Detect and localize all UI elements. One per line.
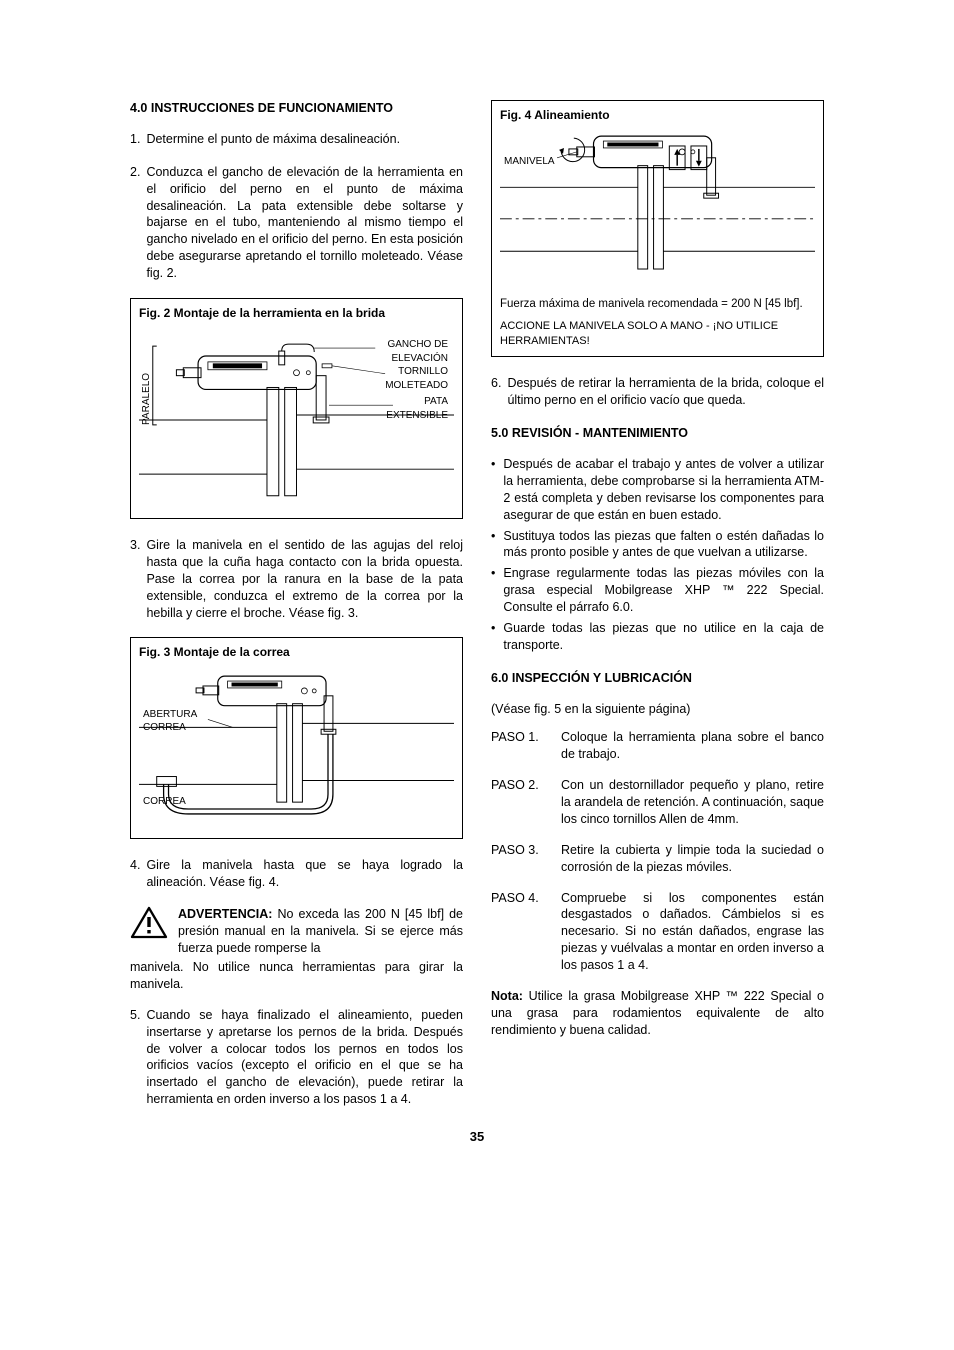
warning-block: ADVERTENCIA: No exceda las 200 N [45 lbf… bbox=[130, 906, 463, 992]
warning-icon bbox=[130, 906, 168, 957]
label-correa: CORREA bbox=[143, 795, 186, 809]
figure-2-box: Fig. 2 Montaje de la herramienta en la b… bbox=[130, 298, 463, 519]
warning-label: ADVERTENCIA: bbox=[178, 907, 272, 921]
step-label: PASO 3. bbox=[491, 842, 551, 876]
item-number: 5. bbox=[130, 1007, 140, 1108]
item-text: Determine el punto de máxima desalineaci… bbox=[146, 131, 400, 148]
section-4-title: 4.0 INSTRUCCIONES DE FUNCIONAMIENTO bbox=[130, 100, 463, 117]
see-fig-5: (Véase fig. 5 en la siguiente página) bbox=[491, 701, 824, 718]
page-number: 35 bbox=[130, 1128, 824, 1146]
bullet-item: •Sustituya todos las piezas que falten o… bbox=[491, 528, 824, 562]
bullet-item: •Engrase regularmente todas las piezas m… bbox=[491, 565, 824, 616]
section-6-steps: PASO 1. Coloque la herramienta plana sob… bbox=[491, 729, 824, 974]
item-number: 1. bbox=[130, 131, 140, 148]
bullet-icon: • bbox=[491, 456, 495, 524]
bullet-icon: • bbox=[491, 565, 495, 616]
step-row: PASO 1. Coloque la herramienta plana sob… bbox=[491, 729, 824, 763]
right-column: Fig. 4 Alineamiento bbox=[491, 100, 824, 1124]
bullet-text: Después de acabar el trabajo y antes de … bbox=[503, 456, 824, 524]
bullet-text: Guarde todas las piezas que no utilice e… bbox=[503, 620, 824, 654]
step-text: Retire la cubierta y limpie toda la suci… bbox=[561, 842, 824, 876]
figure-3-title: Fig. 3 Montaje de la correa bbox=[139, 644, 454, 660]
bullet-item: •Guarde todas las piezas que no utilice … bbox=[491, 620, 824, 654]
label-tornillo: TORNILLO MOLETEADO bbox=[368, 365, 448, 392]
figure-2-title: Fig. 2 Montaje de la herramienta en la b… bbox=[139, 305, 454, 321]
section-4-list: 1. Determine el punto de máxima desaline… bbox=[130, 131, 463, 282]
bullet-item: •Después de acabar el trabajo y antes de… bbox=[491, 456, 824, 524]
figure-4-caption-force: Fuerza máxima de manivela recomendada = … bbox=[500, 297, 815, 313]
note-label: Nota: bbox=[491, 989, 523, 1003]
step-label: PASO 1. bbox=[491, 729, 551, 763]
note-text: Utilice la grasa Mobilgrease XHP ™ 222 S… bbox=[491, 989, 824, 1037]
label-gancho: GANCHO DE ELEVACIÓN bbox=[368, 338, 448, 365]
step-text: Con un destornillador pequeño y plano, r… bbox=[561, 777, 824, 828]
step-row: PASO 2. Con un destornillador pequeño y … bbox=[491, 777, 824, 828]
bullet-text: Sustituya todos las piezas que falten o … bbox=[503, 528, 824, 562]
figure-4-diagram bbox=[500, 127, 815, 287]
section-4-list-cont: 3. Gire la manivela en el sentido de las… bbox=[130, 537, 463, 621]
item-text: Después de retirar la herramienta de la … bbox=[507, 375, 824, 409]
bullet-icon: • bbox=[491, 528, 495, 562]
warning-text-rest: manivela. No utilice nunca herramientas … bbox=[130, 959, 463, 993]
bullet-icon: • bbox=[491, 620, 495, 654]
bullet-text: Engrase regularmente todas las piezas mó… bbox=[503, 565, 824, 616]
section-4-list-cont3: 5. Cuando se haya finalizado el alineami… bbox=[130, 1007, 463, 1108]
figure-3-box: Fig. 3 Montaje de la correa bbox=[130, 637, 463, 838]
step-row: PASO 3. Retire la cubierta y limpie toda… bbox=[491, 842, 824, 876]
item-6-list: 6. Después de retirar la herramienta de … bbox=[491, 375, 824, 409]
warning-text-first: ADVERTENCIA: No exceda las 200 N [45 lbf… bbox=[178, 906, 463, 957]
step-row: PASO 4. Compruebe si los componentes est… bbox=[491, 890, 824, 974]
item-number: 2. bbox=[130, 164, 140, 282]
item-number: 4. bbox=[130, 857, 140, 891]
note-block: Nota: Utilice la grasa Mobilgrease XHP ™… bbox=[491, 988, 824, 1039]
list-item: 2. Conduzca el gancho de elevación de la… bbox=[130, 164, 463, 282]
page-columns: 4.0 INSTRUCCIONES DE FUNCIONAMIENTO 1. D… bbox=[130, 100, 824, 1124]
label-abertura: ABERTURA CORREA bbox=[143, 708, 213, 735]
figure-3-body: ABERTURA CORREA CORREA bbox=[139, 665, 454, 830]
item-text: Cuando se haya finalizado el alineamient… bbox=[146, 1007, 463, 1108]
item-number: 6. bbox=[491, 375, 501, 409]
label-pata: PATA EXTENSIBLE bbox=[368, 395, 448, 422]
item-text: Gire la manivela hasta que se haya logra… bbox=[146, 857, 463, 891]
label-paralelo: PARALELO bbox=[140, 345, 154, 425]
list-item: 4. Gire la manivela hasta que se haya lo… bbox=[130, 857, 463, 891]
list-item: 5. Cuando se haya finalizado el alineami… bbox=[130, 1007, 463, 1108]
step-text: Coloque la herramienta plana sobre el ba… bbox=[561, 729, 824, 763]
step-text: Compruebe si los componentes están desga… bbox=[561, 890, 824, 974]
list-item: 1. Determine el punto de máxima desaline… bbox=[130, 131, 463, 148]
section-6-title: 6.0 INSPECCIÓN Y LUBRICACIÓN bbox=[491, 670, 824, 687]
label-manivela: MANIVELA bbox=[504, 155, 555, 169]
figure-2-body: PARALELO GANCHO DE ELEVACIÓN TORNILLO MO… bbox=[139, 325, 454, 510]
item-text: Gire la manivela en el sentido de las ag… bbox=[146, 537, 463, 621]
left-column: 4.0 INSTRUCCIONES DE FUNCIONAMIENTO 1. D… bbox=[130, 100, 463, 1124]
section-5-title: 5.0 REVISIÓN - MANTENIMIENTO bbox=[491, 425, 824, 442]
list-item: 3. Gire la manivela en el sentido de las… bbox=[130, 537, 463, 621]
step-label: PASO 4. bbox=[491, 890, 551, 974]
item-text: Conduzca el gancho de elevación de la he… bbox=[146, 164, 463, 282]
figure-4-caption-warn: ACCIONE LA MANIVELA SOLO A MANO - ¡NO UT… bbox=[500, 319, 815, 349]
step-label: PASO 2. bbox=[491, 777, 551, 828]
figure-4-box: Fig. 4 Alineamiento bbox=[491, 100, 824, 357]
figure-3-diagram bbox=[139, 665, 454, 830]
section-5-bullets: •Después de acabar el trabajo y antes de… bbox=[491, 456, 824, 654]
section-4-list-cont2: 4. Gire la manivela hasta que se haya lo… bbox=[130, 857, 463, 891]
list-item: 6. Después de retirar la herramienta de … bbox=[491, 375, 824, 409]
figure-4-title: Fig. 4 Alineamiento bbox=[500, 107, 815, 123]
item-number: 3. bbox=[130, 537, 140, 621]
figure-4-body: MANIVELA bbox=[500, 127, 815, 287]
